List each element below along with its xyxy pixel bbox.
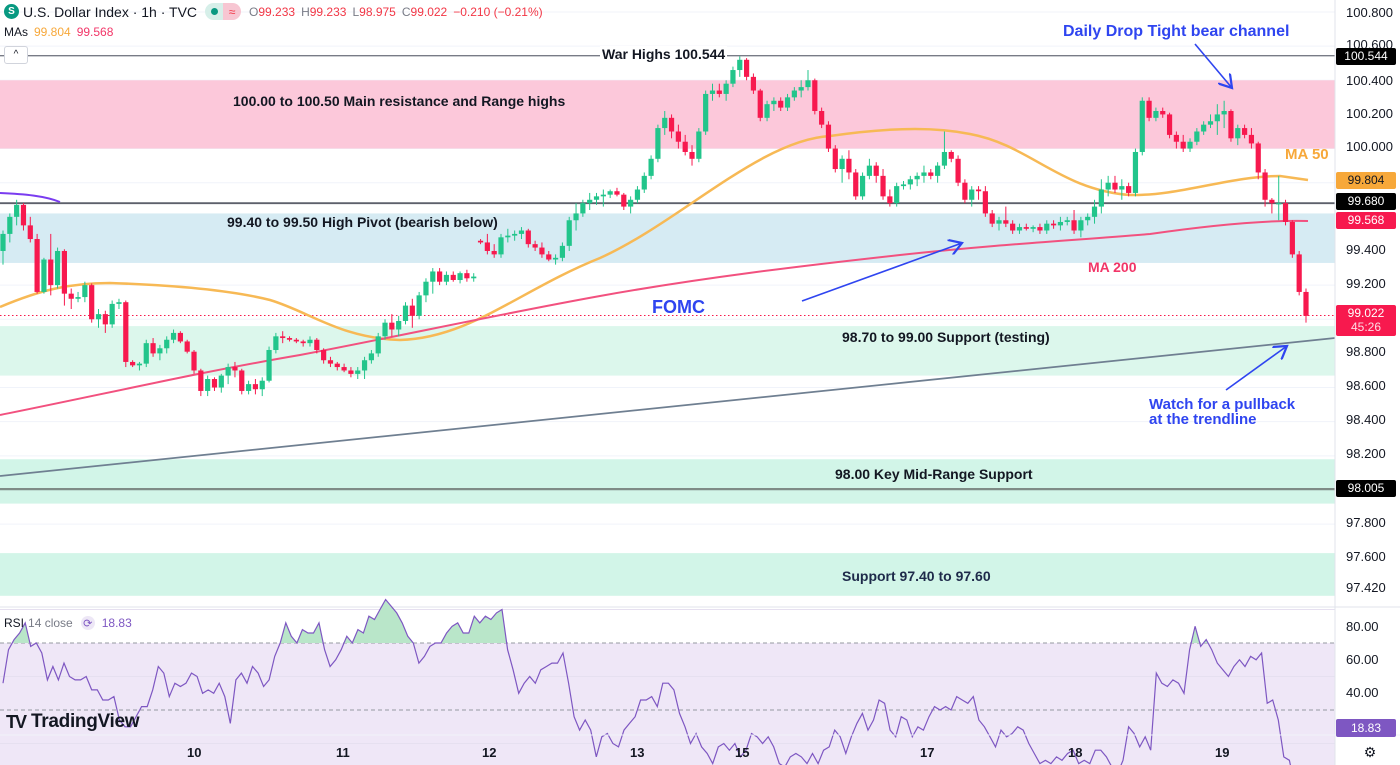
ohlc-close: C99.022 — [401, 4, 448, 19]
annotation-war-highs: War Highs 100.544 — [600, 46, 728, 62]
tradingview-logo[interactable]: TV TradingView — [6, 711, 140, 733]
zone-2 — [0, 326, 1335, 376]
time-tick: 10 — [187, 745, 202, 760]
price-tick: 97.600 — [1346, 549, 1386, 564]
candles — [0, 56, 1309, 397]
price-tick: 98.800 — [1346, 344, 1386, 359]
zone-0 — [0, 80, 1335, 149]
ma-legend[interactable]: MAs 99.804 99.568 — [4, 25, 113, 39]
ohlc-open: O99.233 — [249, 4, 296, 19]
zone-3 — [0, 459, 1335, 504]
refresh-icon[interactable]: ⟳ — [80, 616, 95, 630]
annotation-mid-range: 98.00 Key Mid-Range Support — [835, 466, 1033, 482]
time-tick: 11 — [336, 745, 350, 760]
price-tick: 100.400 — [1346, 73, 1393, 88]
price-tick: 97.420 — [1346, 580, 1386, 595]
price-tick: 99.400 — [1346, 242, 1386, 257]
collapse-legend-button[interactable]: ^ — [4, 46, 28, 64]
time-tick: 19 — [1215, 745, 1230, 760]
time-tick: 12 — [482, 745, 497, 760]
annotation-fomc: FOMC — [652, 297, 705, 317]
annotation-support-testing: 98.70 to 99.00 Support (testing) — [842, 329, 1050, 345]
ma200-value: 99.568 — [76, 25, 114, 39]
time-tick: 13 — [630, 745, 645, 760]
price-tick: 100.000 — [1346, 139, 1393, 154]
annotation-support-low: Support 97.40 to 97.60 — [842, 568, 991, 584]
market-open-dot-icon — [205, 3, 224, 20]
price-change: −0.210 (−0.21%) — [453, 4, 543, 19]
annotation-ma200: MA 200 — [1088, 259, 1137, 275]
annotation-daily-drop: Daily Drop Tight bear channel — [1063, 23, 1290, 40]
time-tick: 15 — [735, 745, 750, 760]
ma200-label: 99.568 — [1336, 212, 1396, 229]
rsi-line — [2, 598, 1291, 765]
annotation-pullback-line1: Watch for a pullback — [1149, 396, 1296, 413]
annotation-ma50: MA 50 — [1285, 146, 1329, 163]
price-tick: 99.200 — [1346, 276, 1386, 291]
rsi-legend[interactable]: RSI 14 close ⟳ 18.83 — [4, 616, 132, 630]
annotation-pivot-zone: 99.40 to 99.50 High Pivot (bearish below… — [227, 214, 498, 230]
price-tick: 98.400 — [1346, 412, 1386, 427]
last-price-label: 99.022 45:26 — [1336, 305, 1396, 336]
time-tick: 17 — [920, 745, 935, 760]
price-tick: 98.600 — [1346, 378, 1386, 393]
mid-range-label: 98.005 — [1336, 480, 1396, 497]
pivot-line-label: 99.680 — [1336, 193, 1396, 210]
time-tick: 18 — [1068, 745, 1083, 760]
price-tick: 100.200 — [1346, 106, 1393, 121]
rsi-current-label: 18.83 — [1336, 719, 1396, 737]
settings-gear-icon[interactable]: ⚙ — [1363, 744, 1377, 760]
price-tick: 98.200 — [1346, 446, 1386, 461]
rsi-params: 14 close — [28, 616, 73, 630]
tradingview-wordmark: TradingView — [31, 711, 140, 732]
war-high-label: 100.544 — [1336, 48, 1396, 65]
market-status-pill[interactable]: ≈ — [205, 3, 242, 20]
ma50-label: 99.804 — [1336, 172, 1396, 189]
rsi-value: 18.83 — [101, 616, 132, 630]
price-tick: 97.800 — [1346, 515, 1386, 530]
rsi-tick: 60.00 — [1346, 652, 1379, 667]
symbol-title[interactable]: U.S. Dollar Index · 1h · TVC — [23, 3, 198, 20]
ohlc-high: H99.233 — [301, 4, 347, 19]
rsi-label: RSI — [4, 616, 25, 630]
rsi-tick: 80.00 — [1346, 619, 1379, 634]
ma-legend-label: MAs — [4, 25, 28, 39]
delayed-data-icon: ≈ — [223, 3, 242, 20]
rsi-tick: 40.00 — [1346, 685, 1379, 700]
ma50-value: 99.804 — [34, 25, 71, 39]
zone-4 — [0, 553, 1335, 596]
symbol-logo-icon: S — [4, 4, 19, 19]
chart-header: S U.S. Dollar Index · 1h · TVC ≈ O99.233… — [4, 3, 543, 20]
price-tick: 100.800 — [1346, 5, 1393, 20]
annotation-pullback-line2: at the trendline — [1149, 411, 1257, 428]
tradingview-logo-icon: TV — [6, 711, 27, 732]
ohlc-low: L98.975 — [352, 4, 396, 19]
zone-1 — [0, 213, 1335, 263]
annotation-resistance-zone: 100.00 to 100.50 Main resistance and Ran… — [233, 93, 566, 109]
